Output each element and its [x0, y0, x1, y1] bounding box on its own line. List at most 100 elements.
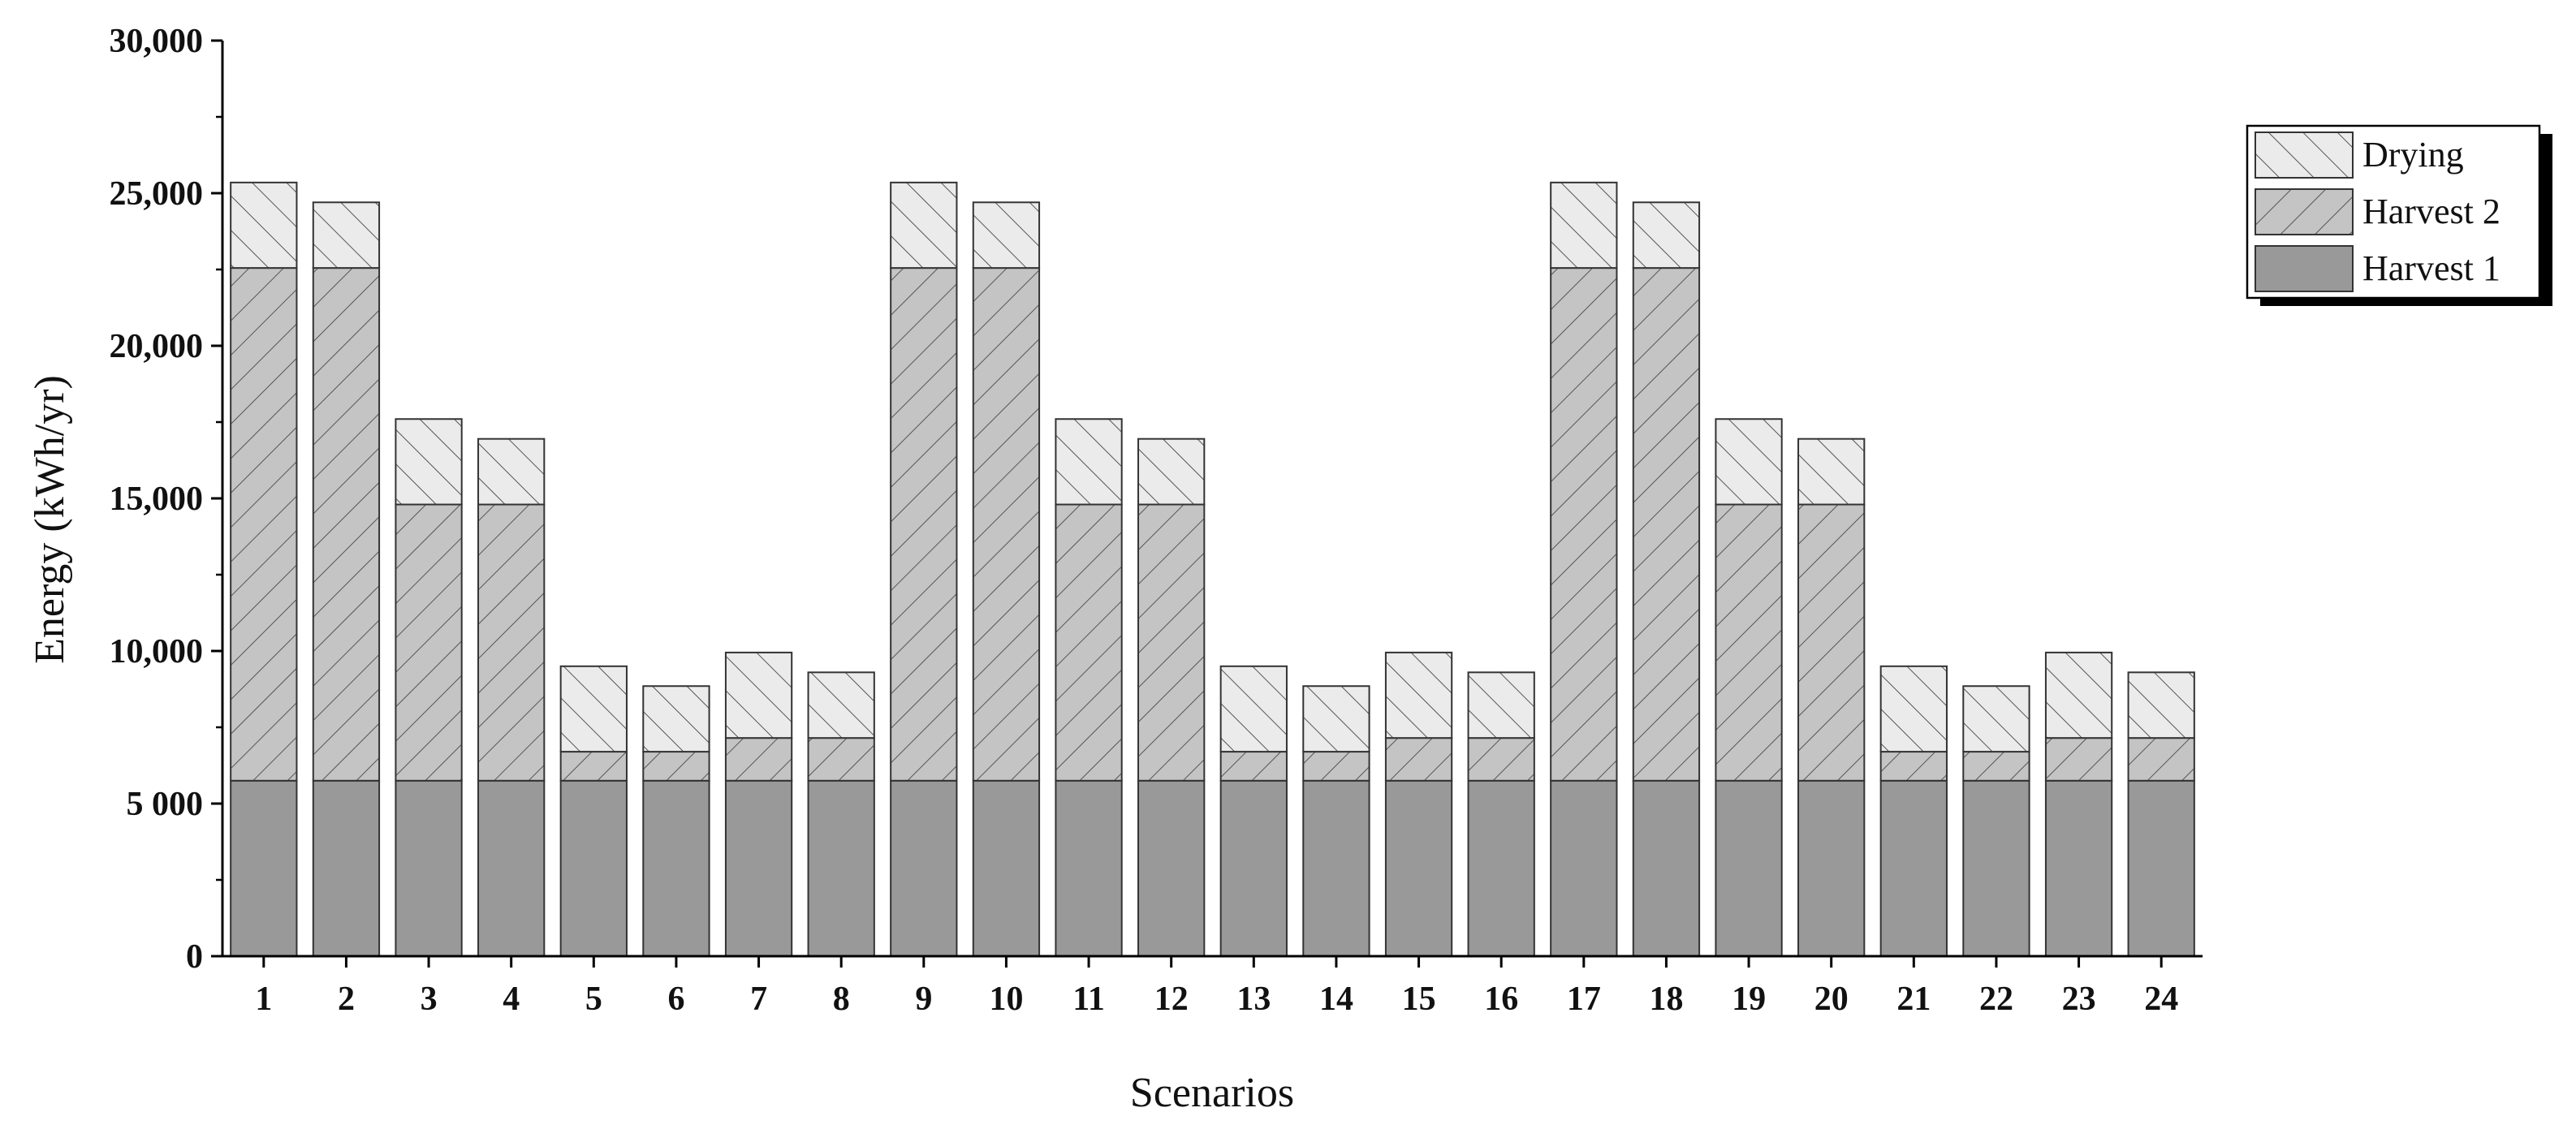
x-tick-label: 21: [1896, 981, 1931, 1018]
x-tick-label: 2: [338, 981, 355, 1018]
bar-drying-20: [1797, 438, 1866, 506]
bar-harvest-1-1: [230, 779, 298, 957]
bar-harvest-2-23: [2044, 737, 2113, 782]
bar-harvest-2-22: [1962, 751, 2030, 782]
x-tick-label: 10: [989, 981, 1023, 1018]
bar-drying-22: [1962, 685, 2030, 753]
x-tick-label: 13: [1236, 981, 1271, 1018]
x-tick-label: 18: [1649, 981, 1683, 1018]
legend-label: Drying: [2362, 135, 2464, 175]
bar-harvest-2-11: [1055, 503, 1123, 782]
bar-harvest-1-11: [1055, 779, 1123, 957]
x-tick-label: 20: [1814, 981, 1849, 1018]
bar-harvest-2-9: [890, 267, 958, 782]
bar-drying-18: [1632, 201, 1701, 269]
x-tick-label: 12: [1154, 981, 1189, 1018]
bar-drying-23: [2044, 651, 2113, 739]
bar-drying-4: [477, 438, 546, 506]
bar-harvest-1-4: [477, 779, 546, 957]
bar-harvest-2-10: [972, 267, 1041, 782]
x-tick-label: 24: [2144, 981, 2178, 1018]
bar-harvest-2-14: [1302, 751, 1370, 782]
x-tick-label: 7: [750, 981, 767, 1018]
bar-drying-3: [395, 418, 463, 506]
y-tick-label: 20,000: [110, 328, 204, 365]
bar-drying-8: [807, 671, 875, 739]
legend: Drying Harvest 2 Harvest 1: [2246, 124, 2552, 306]
legend-swatch-harvest-2: [2255, 188, 2354, 235]
bar-drying-13: [1219, 665, 1288, 753]
x-tick-label: 8: [833, 981, 850, 1018]
bar-drying-15: [1384, 651, 1453, 739]
bar-drying-6: [642, 685, 710, 753]
x-tick-label: 19: [1732, 981, 1766, 1018]
bar-drying-21: [1879, 665, 1948, 753]
bar-harvest-1-22: [1962, 779, 2030, 957]
bar-harvest-1-5: [559, 779, 628, 957]
x-axis-title: Scenarios: [1130, 1070, 1294, 1116]
bar-harvest-2-21: [1879, 751, 1948, 782]
bar-drying-14: [1302, 685, 1370, 753]
bar-harvest-2-8: [807, 737, 875, 782]
bar-harvest-1-21: [1879, 779, 1948, 957]
bar-harvest-2-16: [1467, 737, 1535, 782]
bar-drying-7: [724, 651, 793, 739]
bar-drying-5: [559, 665, 628, 753]
x-tick-label: 14: [1319, 981, 1353, 1018]
bar-harvest-1-12: [1137, 779, 1206, 957]
bar-harvest-2-5: [559, 751, 628, 782]
bar-harvest-1-3: [395, 779, 463, 957]
bar-harvest-2-18: [1632, 267, 1701, 782]
bar-harvest-1-2: [312, 779, 381, 957]
bar-drying-11: [1055, 418, 1123, 506]
x-tick-label: 6: [667, 981, 684, 1018]
y-tick-label: 10,000: [110, 633, 204, 670]
y-tick-label: 0: [186, 938, 203, 976]
x-tick-label: 9: [915, 981, 932, 1018]
y-tick-label: 30,000: [110, 23, 204, 60]
legend-label: Harvest 1: [2362, 248, 2500, 288]
x-tick-label: 22: [1979, 981, 2013, 1018]
bar-drying-24: [2127, 671, 2195, 739]
bar-harvest-2-2: [312, 267, 381, 782]
bar-harvest-1-23: [2044, 779, 2113, 957]
bar-harvest-1-14: [1302, 779, 1370, 957]
legend-label: Harvest 2: [2362, 192, 2500, 231]
bar-drying-9: [890, 181, 958, 269]
x-tick-label: 11: [1072, 981, 1105, 1018]
bar-harvest-1-16: [1467, 779, 1535, 957]
bar-harvest-2-4: [477, 503, 546, 782]
legend-swatch-drying: [2255, 131, 2354, 179]
y-tick-label: 15,000: [110, 481, 204, 518]
bar-drying-17: [1550, 181, 1618, 269]
legend-swatch-harvest-1: [2255, 245, 2354, 292]
plot-area: [230, 181, 2195, 957]
bar-harvest-1-15: [1384, 779, 1453, 957]
bar-harvest-1-6: [642, 779, 710, 957]
bar-harvest-2-15: [1384, 737, 1453, 782]
bar-harvest-1-19: [1715, 779, 1783, 957]
bar-harvest-2-20: [1797, 503, 1866, 782]
x-tick-label: 17: [1567, 981, 1601, 1018]
bar-harvest-2-7: [724, 737, 793, 782]
x-tick-label: 5: [585, 981, 602, 1018]
bar-drying-16: [1467, 671, 1535, 739]
bar-harvest-1-24: [2127, 779, 2195, 957]
bar-harvest-1-18: [1632, 779, 1701, 957]
x-tick-label: 23: [2062, 981, 2096, 1018]
bar-drying-1: [230, 181, 298, 269]
bar-harvest-1-8: [807, 779, 875, 957]
x-tick-label: 15: [1402, 981, 1436, 1018]
y-axis-title: Energy (kWh/yr): [27, 375, 73, 664]
bar-harvest-2-12: [1137, 503, 1206, 782]
x-tick-label: 4: [503, 981, 520, 1018]
bar-harvest-1-17: [1550, 779, 1618, 957]
bar-harvest-2-1: [230, 267, 298, 782]
bar-drying-12: [1137, 438, 1206, 506]
bar-harvest-2-13: [1219, 751, 1288, 782]
bar-harvest-1-10: [972, 779, 1041, 957]
bar-harvest-2-17: [1550, 267, 1618, 782]
